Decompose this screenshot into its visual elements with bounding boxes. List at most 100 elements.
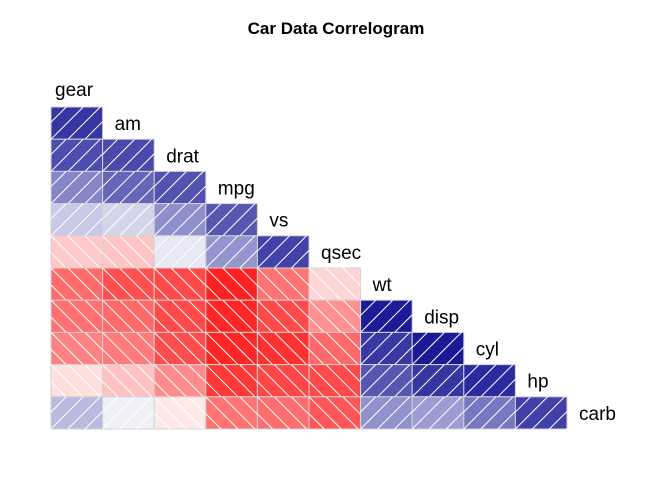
- hatch-line: [102, 268, 136, 301]
- hatch-line: [17, 139, 49, 171]
- hatch-line: [154, 235, 170, 252]
- cell-fill: [50, 106, 104, 140]
- cell-drat-am: [102, 138, 155, 172]
- hatch-line: [51, 316, 67, 333]
- hatch-line: [17, 397, 49, 429]
- cell-hatch: [51, 332, 103, 365]
- hatch-line: [17, 236, 49, 268]
- hatch-line: [360, 332, 394, 365]
- label-am: am: [115, 114, 141, 135]
- hatch-line: [136, 364, 155, 383]
- label-gear: gear: [55, 80, 94, 101]
- hatch-line: [497, 378, 516, 397]
- hatch-line: [119, 300, 153, 333]
- hatch-line: [170, 171, 204, 204]
- cell-hatch: [205, 364, 258, 397]
- cell-fill: [411, 396, 465, 430]
- cell-hatch: [360, 396, 413, 429]
- hatch-line: [532, 396, 565, 429]
- hatch-line: [170, 203, 204, 236]
- hatch-line: [136, 332, 155, 351]
- label-cyl: cyl: [476, 340, 499, 361]
- label-drat: drat: [166, 146, 199, 167]
- cell-hatch: [309, 364, 361, 397]
- hatch-line: [257, 300, 290, 333]
- hatch-line: [360, 396, 394, 429]
- cell-hatch: [360, 332, 413, 365]
- hatch-line: [154, 413, 170, 429]
- cell-vs-gear: [50, 203, 104, 237]
- cell-hatch: [309, 332, 361, 365]
- hatch-line: [274, 268, 307, 301]
- cell-hatch: [257, 396, 309, 429]
- hatch-line: [463, 364, 480, 381]
- hatch-line: [412, 332, 445, 365]
- hatch-line: [360, 300, 394, 333]
- hatch-line: [309, 332, 342, 365]
- hatch-line: [257, 396, 290, 429]
- hatch-line: [239, 249, 258, 269]
- cell-hatch: [360, 364, 413, 397]
- hatch-line: [445, 410, 464, 429]
- hatch-line: [291, 396, 309, 416]
- cell-fill: [256, 235, 310, 269]
- hatch-line: [239, 364, 258, 383]
- hatch-line: [187, 217, 206, 236]
- cell-fill: [256, 331, 310, 366]
- cell-fill: [308, 267, 362, 301]
- cell-fill: [205, 331, 258, 366]
- hatch-line: [205, 348, 222, 365]
- hatch-line: [549, 410, 568, 429]
- hatch-line: [377, 364, 411, 397]
- hatch-line: [102, 316, 119, 333]
- cell-hatch: [257, 268, 309, 301]
- hatch-line: [515, 396, 548, 429]
- hatch-line: [515, 396, 531, 413]
- cell-fill: [205, 235, 258, 269]
- hatch-line: [480, 364, 514, 397]
- cell-qsec-vs: [256, 235, 310, 269]
- hatch-line: [257, 235, 290, 269]
- cell-fill: [102, 267, 155, 301]
- cell-hatch: [51, 107, 103, 140]
- cell-cyl-gear: [50, 331, 104, 366]
- cell-fill: [360, 396, 413, 430]
- hatch-line: [205, 316, 222, 333]
- hatch-line: [412, 332, 428, 349]
- cell-fill: [308, 331, 362, 366]
- hatch-line: [222, 235, 256, 269]
- hatch-line: [394, 346, 413, 365]
- hatch-line: [205, 332, 239, 365]
- cell-hatch: [309, 396, 361, 429]
- hatch-line: [205, 300, 239, 333]
- hatch-line: [360, 396, 377, 413]
- hatch-line: [84, 217, 103, 236]
- hatch-line: [136, 410, 155, 429]
- cell-hp-am: [102, 364, 155, 398]
- hatch-line: [102, 284, 119, 301]
- cell-hp-gear: [50, 364, 104, 398]
- hatch-line: [136, 153, 155, 172]
- cell-fill: [50, 331, 104, 366]
- hatch-line: [136, 300, 155, 319]
- hatch-line: [136, 185, 155, 204]
- hatch-line: [170, 396, 204, 429]
- hatch-line: [51, 268, 84, 301]
- hatch-line: [309, 300, 342, 333]
- hatch-line: [154, 171, 187, 204]
- cell-carb-mpg: [205, 396, 258, 430]
- cell-hatch: [154, 332, 206, 365]
- hatch-line: [394, 378, 413, 397]
- cell-fill: [50, 138, 104, 172]
- hatch-line: [51, 396, 84, 429]
- label-qsec: qsec: [321, 243, 361, 264]
- cell-hatch: [51, 300, 103, 333]
- hatch-line: [154, 203, 187, 236]
- hatch-line: [325, 268, 359, 301]
- label-mpg: mpg: [218, 179, 255, 200]
- hatch-line: [309, 396, 342, 429]
- label-disp: disp: [424, 307, 459, 328]
- hatch-line: [205, 203, 239, 236]
- hatch-line: [154, 332, 187, 365]
